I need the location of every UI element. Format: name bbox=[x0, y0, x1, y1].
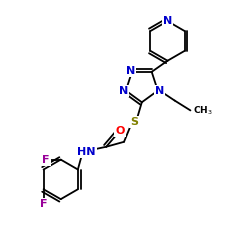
Text: N: N bbox=[119, 86, 128, 96]
Text: O: O bbox=[115, 126, 125, 136]
Text: F: F bbox=[40, 199, 47, 209]
Text: CH$_3$: CH$_3$ bbox=[194, 104, 213, 117]
Text: F: F bbox=[42, 154, 50, 164]
Text: N: N bbox=[126, 66, 136, 76]
Text: HN: HN bbox=[77, 147, 96, 157]
Text: N: N bbox=[155, 86, 164, 96]
Text: S: S bbox=[130, 117, 138, 127]
Text: N: N bbox=[163, 16, 172, 26]
